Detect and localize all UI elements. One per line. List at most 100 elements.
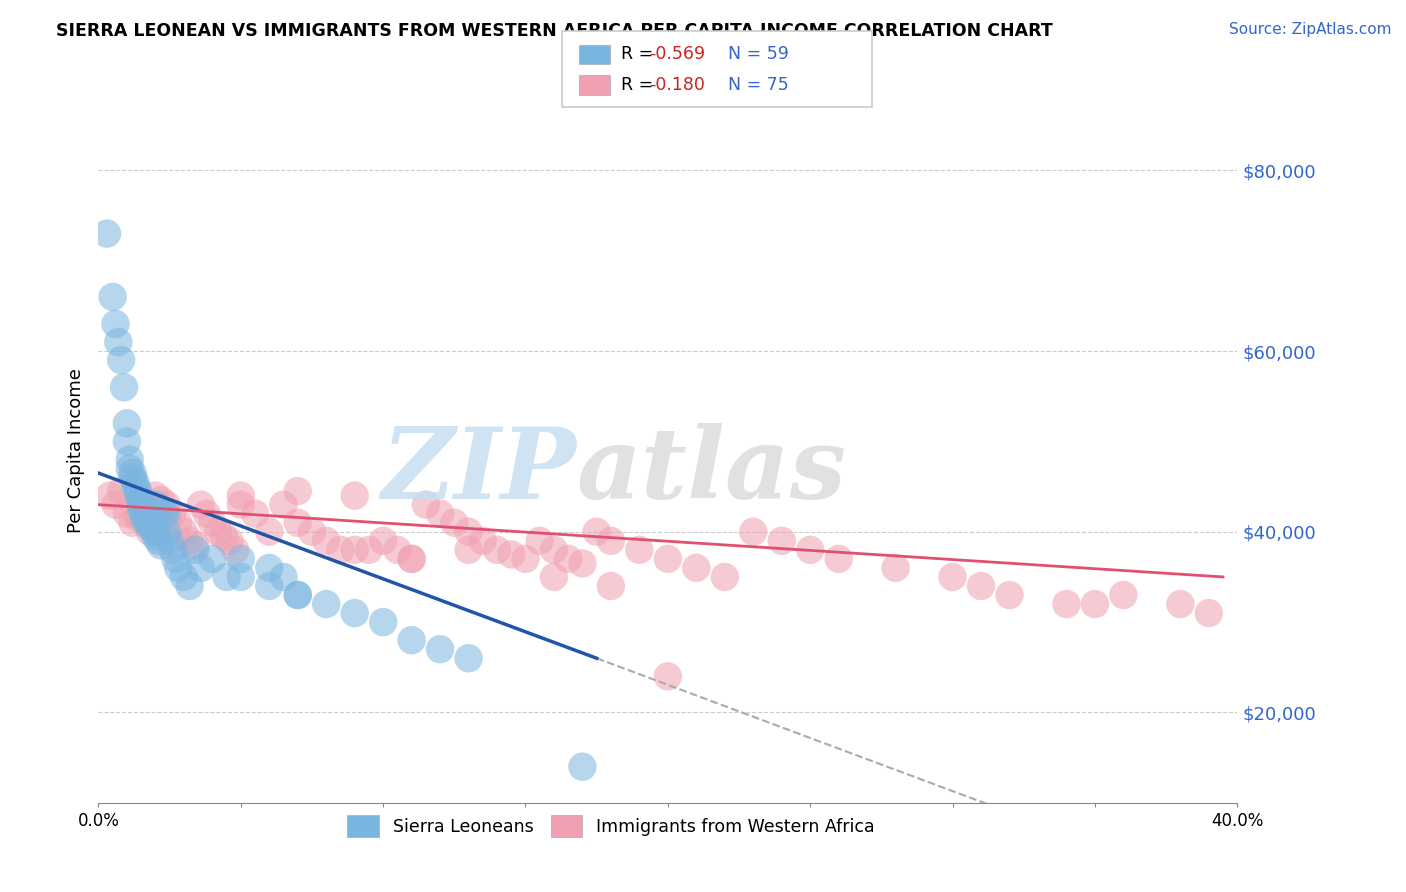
Point xyxy=(132,511,155,525)
Point xyxy=(138,516,160,530)
Point xyxy=(401,552,423,566)
Point xyxy=(600,579,623,593)
Point xyxy=(443,516,465,530)
Point xyxy=(145,524,167,539)
Point xyxy=(742,524,765,539)
Point xyxy=(1056,597,1078,611)
Point xyxy=(162,542,184,557)
Point xyxy=(571,759,593,773)
Point xyxy=(942,570,965,584)
Point xyxy=(167,516,190,530)
Point xyxy=(115,434,138,449)
Point xyxy=(529,533,551,548)
Point xyxy=(156,524,179,539)
Point xyxy=(224,542,246,557)
Point xyxy=(515,552,537,566)
Point xyxy=(998,588,1021,602)
Point xyxy=(229,552,252,566)
Point xyxy=(145,529,167,543)
Point xyxy=(132,507,155,521)
Legend: Sierra Leoneans, Immigrants from Western Africa: Sierra Leoneans, Immigrants from Western… xyxy=(340,808,882,844)
Point xyxy=(218,533,240,548)
Point xyxy=(201,516,224,530)
Point xyxy=(373,533,395,548)
Point xyxy=(212,529,235,543)
Point xyxy=(173,570,195,584)
Point xyxy=(714,570,737,584)
Point xyxy=(585,524,607,539)
Point xyxy=(121,470,143,484)
Point xyxy=(153,507,176,521)
Point xyxy=(315,597,337,611)
Text: R =: R = xyxy=(621,45,659,63)
Point xyxy=(657,552,679,566)
Point xyxy=(129,498,152,512)
Point xyxy=(145,489,167,503)
Point xyxy=(121,516,143,530)
Point xyxy=(770,533,793,548)
Point xyxy=(129,493,152,508)
Point xyxy=(127,484,149,499)
Point xyxy=(190,498,212,512)
Point xyxy=(159,533,181,548)
Point xyxy=(401,633,423,648)
Point xyxy=(229,498,252,512)
Point xyxy=(415,498,437,512)
Point xyxy=(457,542,479,557)
Point xyxy=(600,533,623,548)
Point xyxy=(110,353,132,368)
Point xyxy=(118,461,141,475)
Point xyxy=(148,533,170,548)
Text: atlas: atlas xyxy=(576,424,846,520)
Text: R =: R = xyxy=(621,76,659,94)
Point xyxy=(657,669,679,683)
Point xyxy=(429,642,451,657)
Point xyxy=(150,493,173,508)
Point xyxy=(828,552,851,566)
Point xyxy=(98,489,121,503)
Point xyxy=(110,484,132,499)
Point xyxy=(457,524,479,539)
Point xyxy=(135,516,157,530)
Point xyxy=(486,542,509,557)
Point xyxy=(145,498,167,512)
Point xyxy=(138,524,160,539)
Point xyxy=(101,290,124,304)
Point xyxy=(628,542,651,557)
Point xyxy=(287,484,309,499)
Point xyxy=(273,498,295,512)
Point xyxy=(115,417,138,431)
Point xyxy=(118,452,141,467)
Point xyxy=(190,561,212,575)
Point xyxy=(156,498,179,512)
Point xyxy=(373,615,395,629)
Point xyxy=(543,542,565,557)
Point xyxy=(884,561,907,575)
Point xyxy=(165,552,187,566)
Point xyxy=(1170,597,1192,611)
Point xyxy=(471,533,494,548)
Point xyxy=(329,542,352,557)
Text: Source: ZipAtlas.com: Source: ZipAtlas.com xyxy=(1229,22,1392,37)
Point xyxy=(259,524,281,539)
Point xyxy=(96,227,118,241)
Point xyxy=(315,533,337,548)
Point xyxy=(121,466,143,480)
Point xyxy=(132,498,155,512)
Text: N = 75: N = 75 xyxy=(728,76,789,94)
Text: N = 59: N = 59 xyxy=(728,45,789,63)
Point xyxy=(259,561,281,575)
Point xyxy=(357,542,380,557)
Point xyxy=(401,552,423,566)
Point xyxy=(1084,597,1107,611)
Point xyxy=(387,542,409,557)
Point xyxy=(104,498,127,512)
Point xyxy=(124,475,146,489)
Point xyxy=(162,507,184,521)
Text: -0.569: -0.569 xyxy=(650,45,706,63)
Point xyxy=(184,538,207,552)
Point xyxy=(195,507,218,521)
Point xyxy=(104,317,127,331)
Point xyxy=(685,561,707,575)
Point xyxy=(107,334,129,349)
